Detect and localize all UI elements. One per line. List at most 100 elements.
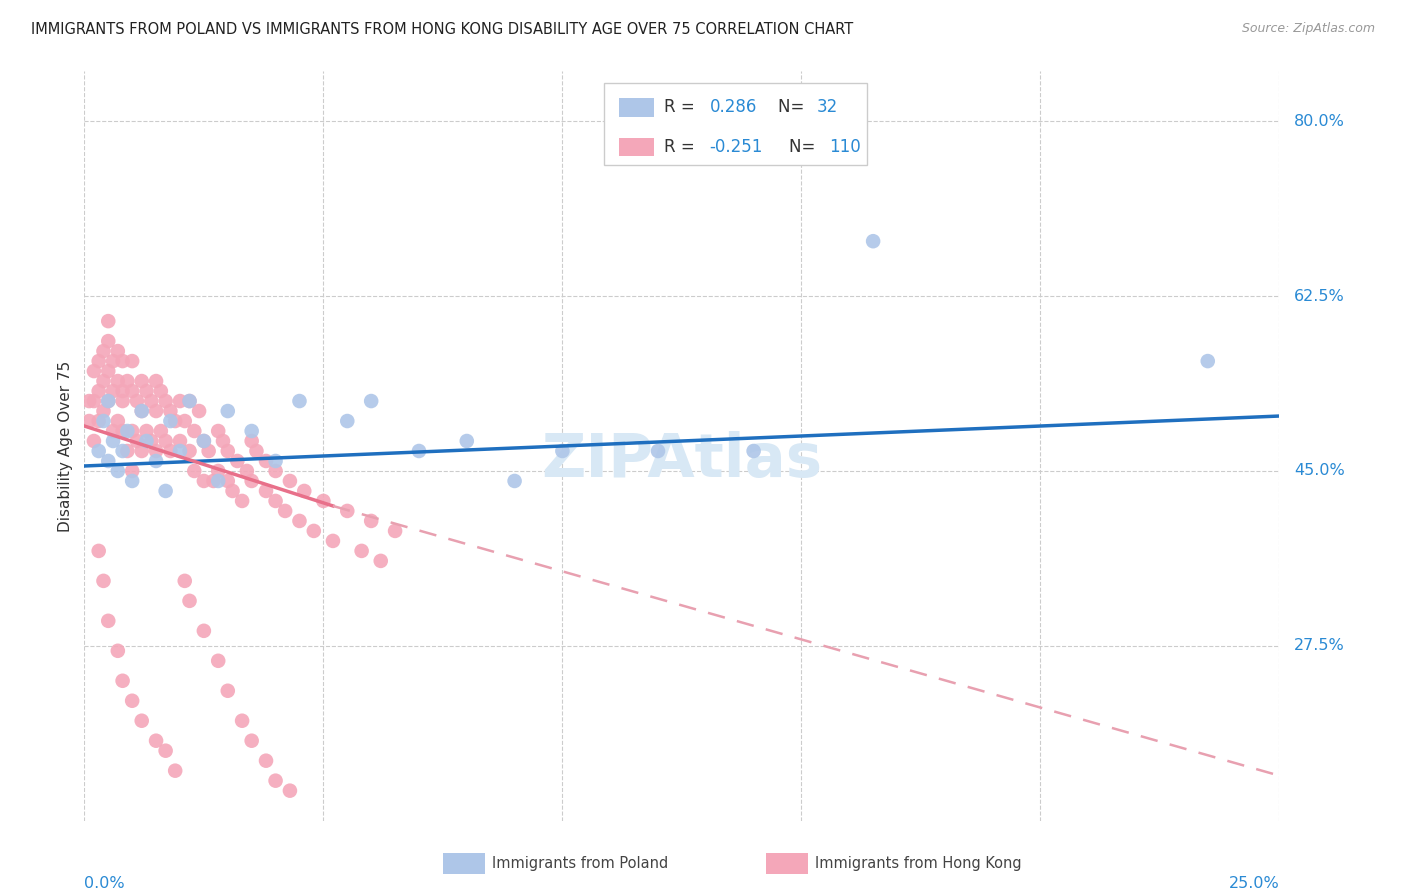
Point (197, 444, 219, 458)
Text: Immigrants from Hong Kong: Immigrants from Hong Kong (815, 856, 1022, 871)
Point (236, 464, 259, 478)
Point (155, 434, 177, 448)
Point (169, 394, 191, 409)
Point (155, 744, 177, 758)
Point (264, 464, 287, 478)
Point (145, 444, 167, 458)
Point (111, 394, 134, 409)
Point (179, 444, 201, 458)
Point (111, 444, 134, 458)
Point (408, 444, 430, 458)
Point (254, 754, 277, 768)
Point (107, 414, 129, 428)
Point (179, 394, 201, 409)
Point (226, 454, 249, 468)
Point (87, 444, 110, 458)
Point (159, 444, 181, 458)
Point (274, 504, 297, 518)
Point (93, 414, 115, 428)
Point (97, 614, 120, 628)
Point (503, 474, 526, 488)
Text: 0.286: 0.286 (710, 98, 756, 116)
Point (165, 414, 187, 428)
Point (145, 733, 167, 747)
Point (77, 394, 100, 409)
Point (117, 424, 139, 438)
Point (179, 394, 201, 409)
Point (278, 474, 301, 488)
Text: R =: R = (664, 98, 700, 116)
Point (212, 434, 235, 448)
Point (135, 424, 157, 438)
Point (121, 424, 143, 438)
Point (141, 434, 163, 448)
Point (169, 434, 191, 448)
FancyBboxPatch shape (605, 83, 868, 165)
Point (288, 394, 311, 409)
Point (121, 354, 143, 368)
Point (173, 414, 195, 428)
Point (101, 354, 124, 368)
FancyBboxPatch shape (619, 98, 654, 117)
Point (647, 444, 669, 458)
Point (264, 494, 287, 508)
Point (107, 644, 129, 658)
Point (135, 434, 157, 448)
Point (141, 394, 163, 409)
Point (240, 434, 263, 448)
Point (117, 374, 139, 388)
Text: R =: R = (664, 138, 700, 156)
Point (149, 384, 172, 398)
Text: Source: ZipAtlas.com: Source: ZipAtlas.com (1241, 22, 1375, 36)
Point (145, 374, 167, 388)
Point (254, 454, 277, 468)
Text: 0.0%: 0.0% (84, 876, 125, 890)
Point (169, 444, 191, 458)
Point (77, 414, 100, 428)
Point (83, 364, 105, 378)
Point (87, 354, 110, 368)
Point (193, 474, 215, 488)
Point (111, 354, 134, 368)
Point (302, 524, 325, 538)
Point (384, 524, 406, 538)
Text: 110: 110 (830, 138, 860, 156)
Point (278, 783, 301, 797)
Point (862, 234, 884, 248)
Point (125, 434, 148, 448)
Point (207, 464, 229, 478)
Point (107, 344, 129, 359)
Point (97, 334, 120, 348)
Point (131, 444, 153, 458)
Point (121, 464, 143, 478)
Point (336, 414, 359, 428)
Point (97, 454, 120, 468)
Point (107, 374, 129, 388)
Point (456, 434, 478, 448)
Point (93, 404, 115, 418)
Text: 62.5%: 62.5% (1294, 289, 1344, 303)
Point (360, 514, 382, 528)
Point (217, 683, 239, 698)
Point (155, 394, 177, 409)
Point (360, 394, 382, 409)
Point (107, 464, 129, 478)
Point (231, 714, 253, 728)
Point (188, 404, 211, 418)
Point (183, 464, 205, 478)
Point (93, 374, 115, 388)
Point (131, 374, 153, 388)
Point (179, 594, 201, 608)
Point (193, 624, 215, 638)
Point (101, 424, 124, 438)
Point (370, 554, 392, 568)
Point (207, 474, 229, 488)
Point (131, 404, 153, 418)
Point (87, 384, 110, 398)
Point (145, 404, 167, 418)
Point (217, 474, 239, 488)
Point (121, 474, 143, 488)
Point (121, 384, 143, 398)
Point (207, 424, 229, 438)
Point (135, 384, 157, 398)
